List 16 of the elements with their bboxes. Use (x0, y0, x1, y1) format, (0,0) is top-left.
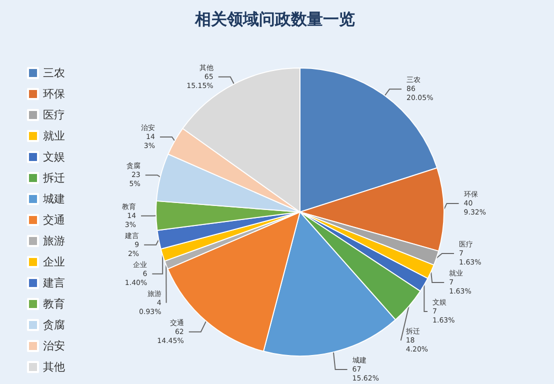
legend-label: 三农 (43, 66, 65, 80)
legend-label: 医疗 (43, 108, 65, 122)
legend-label: 城建 (42, 192, 65, 206)
legend-label: 治安 (43, 340, 65, 352)
chart-title: 相关领域问政数量一览 (194, 10, 355, 28)
legend-label: 文娱 (43, 150, 65, 164)
legend-label: 旅游 (43, 234, 65, 248)
legend-label: 企业 (43, 256, 65, 268)
legend-label: 教育 (43, 298, 65, 310)
legend-label: 拆迁 (42, 172, 65, 184)
legend-label: 贪腐 (43, 318, 65, 332)
legend-label: 其他 (43, 360, 65, 374)
legend-label: 就业 (43, 130, 65, 142)
legend-label: 环保 (43, 88, 65, 100)
legend-label: 交通 (43, 214, 65, 226)
legend-label: 建言 (42, 276, 65, 290)
